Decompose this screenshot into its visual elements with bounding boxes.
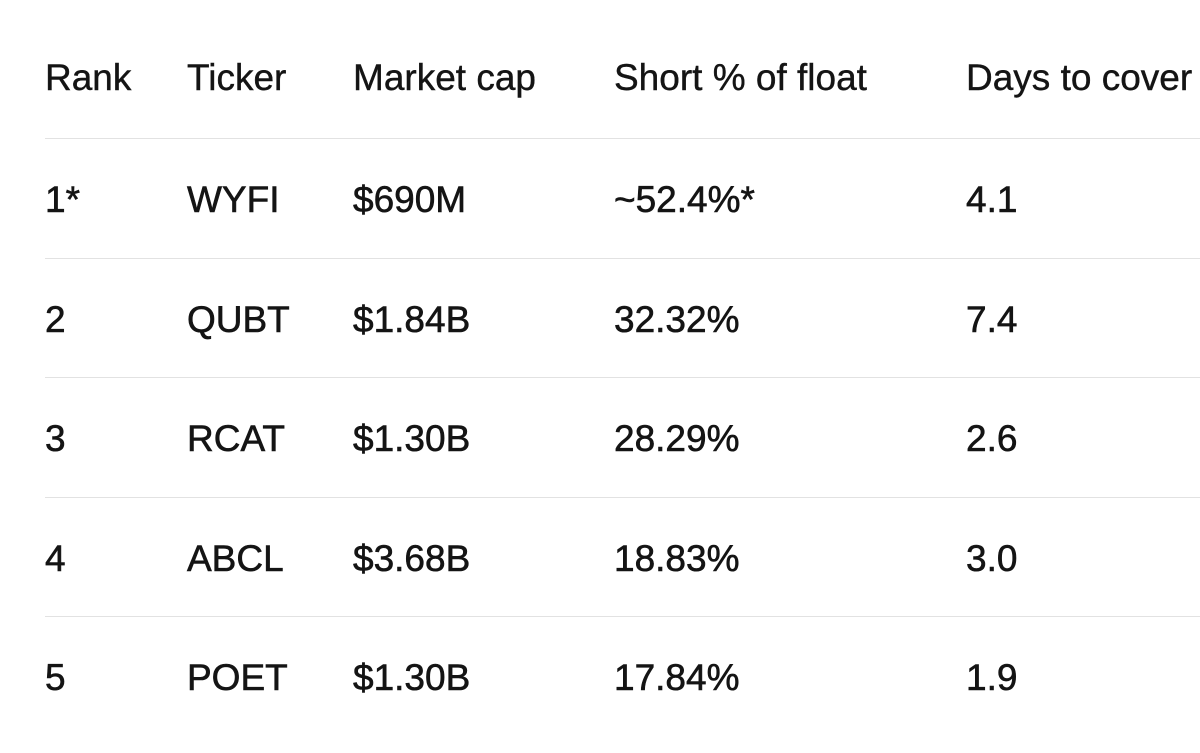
column-header: Days to cover bbox=[966, 57, 1193, 98]
table-cell: POET bbox=[187, 657, 288, 699]
table-cell: 18.83% bbox=[614, 537, 740, 579]
row-divider bbox=[45, 257, 1200, 259]
table-cell: 5 bbox=[45, 657, 66, 699]
table-cell: 17.84% bbox=[614, 657, 740, 699]
table-cell: ~52.4%* bbox=[614, 179, 756, 221]
table-cell: 2 bbox=[45, 298, 66, 340]
table-cell: 4.1 bbox=[966, 179, 1018, 221]
column-header: Market cap bbox=[353, 57, 537, 98]
table-cell: 2.6 bbox=[966, 418, 1018, 460]
column-header: Short % of float bbox=[614, 57, 867, 98]
table-cell: 4 bbox=[45, 537, 66, 579]
table-cell: 28.29% bbox=[614, 418, 740, 460]
table-cell: $690M bbox=[353, 179, 467, 221]
table-cell: 3 bbox=[45, 418, 66, 460]
row-divider bbox=[45, 496, 1200, 498]
row-divider bbox=[45, 377, 1200, 378]
table-cell: WYFI bbox=[187, 179, 280, 221]
table-cell: $1.30B bbox=[353, 418, 471, 460]
row-divider bbox=[45, 616, 1200, 617]
table-cell: 3.0 bbox=[966, 537, 1018, 579]
table-cell: QUBT bbox=[187, 298, 290, 340]
table-cell: ABCL bbox=[187, 537, 284, 579]
table-cell: $1.30B bbox=[353, 657, 471, 699]
column-header: Ticker bbox=[187, 57, 287, 98]
table-cell: 7.4 bbox=[966, 298, 1018, 340]
table-cell: $1.84B bbox=[353, 298, 471, 340]
table-cell: 1* bbox=[45, 179, 81, 221]
table-cell: $3.68B bbox=[353, 537, 471, 579]
table-cell: RCAT bbox=[187, 418, 286, 460]
row-divider bbox=[45, 138, 1200, 139]
table-cell: 1.9 bbox=[966, 657, 1018, 699]
table-cell: 32.32% bbox=[614, 298, 740, 340]
column-header: Rank bbox=[45, 57, 132, 98]
